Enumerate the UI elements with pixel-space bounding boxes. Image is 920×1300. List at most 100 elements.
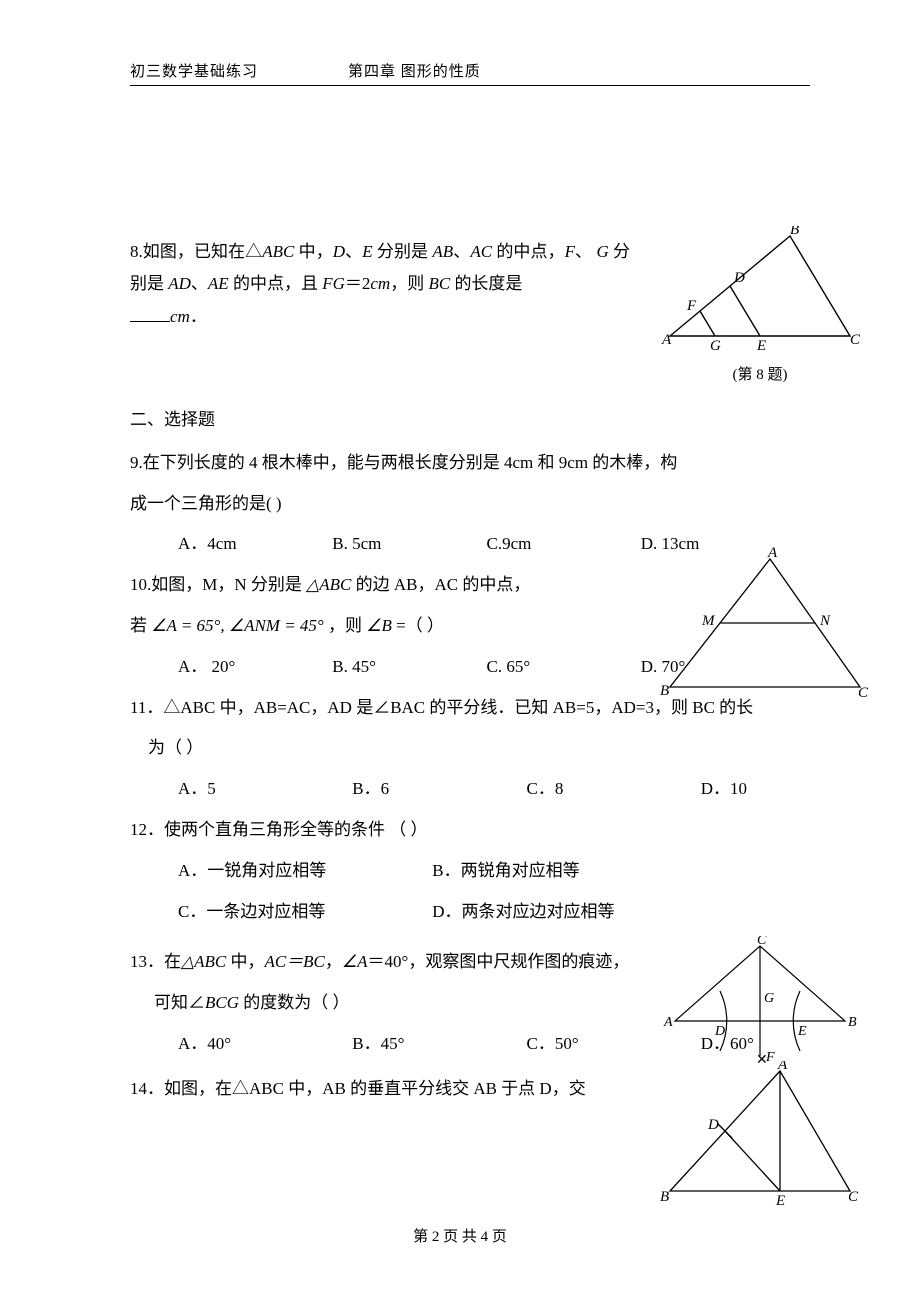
q13-svg: ✕ A B C D E F G [660, 936, 860, 1076]
q14-lblB: B [660, 1189, 669, 1205]
page-body: 8.如图，已知在△ABC 中，D、E 分别是 AB、AC 的中点，F、 G 分别… [130, 236, 810, 1110]
q11-s1: 11．△ABC 中，AB=AC，AD 是∠BAC 的平分线．已知 AB=5，AD… [130, 698, 753, 717]
q10-s2d: ∠B [366, 616, 392, 635]
question-12: 12．使两个直角三角形全等的条件 （ ） A．一锐角对应相等 B．两锐角对应相等… [130, 810, 810, 932]
q13-s2a: 可知∠ [154, 993, 205, 1012]
question-8: 8.如图，已知在△ABC 中，D、E 分别是 AB、AC 的中点，F、 G 分别… [130, 236, 810, 333]
q11-s2: 为（ ） [148, 738, 203, 757]
q8-l2h: ＝2 [345, 274, 371, 293]
q13-s1d: AC＝BC [264, 952, 324, 971]
q8-l1f: E [362, 242, 372, 261]
question-11: 11．△ABC 中，AB=AC，AD 是∠BAC 的平分线．已知 AB=5，AD… [130, 688, 810, 810]
q13-s1a: 13．在 [130, 952, 181, 971]
header-right: 第四章 图形的性质 [348, 60, 481, 81]
q8-l2k: BC [428, 274, 450, 293]
question-10: 10.如图，M，N 分别是 △ABC 的边 AB，AC 的中点， 若 ∠A = … [130, 565, 810, 687]
q8-blank [130, 305, 170, 321]
q8-l1d: D [333, 242, 345, 261]
q8-l2i: cm [370, 274, 390, 293]
q11-options: A．5 B．6 C．8 D．10 [178, 769, 810, 810]
q12-optD: D．两条对应边对应相等 [432, 892, 682, 933]
header-left: 初三数学基础练习 [130, 60, 258, 81]
q13-optB: B．45° [352, 1024, 522, 1065]
page-header: 初三数学基础练习 第四章 图形的性质 [130, 60, 810, 86]
q10-lblN: N [819, 613, 831, 629]
q8-l2d: 、 [191, 274, 208, 293]
q10-s1a: 10.如图，M，N 分别是 [130, 575, 306, 594]
q14-lblC: C [848, 1189, 859, 1205]
q12-optC: C．一条边对应相等 [178, 892, 428, 933]
q10-lblA: A [767, 547, 778, 561]
q8-l1c: 中， [294, 242, 332, 261]
q13-lblE: E [797, 1024, 807, 1039]
q9-optA: A．4cm [178, 524, 328, 565]
q10-s1c: 的边 AB，AC 的中点， [351, 575, 530, 594]
q10-s2c: ，则 [324, 616, 367, 635]
q14-lblE: E [775, 1193, 785, 1209]
q8-lblB: B [790, 226, 799, 238]
section-2-heading: 二、选择题 [130, 403, 810, 437]
q14-lblA: A [777, 1061, 788, 1073]
q12-optB: B．两锐角对应相等 [432, 851, 682, 892]
q13-lblC: C [757, 936, 767, 948]
q13-lblD: D [714, 1024, 725, 1039]
q10-optB: B. 45° [332, 647, 482, 688]
question-13: 13．在△ABC 中，AC＝BC，∠A＝40°，观察图中尺规作图的痕迹， 可知∠… [130, 942, 810, 1064]
q8-l3a: cm [170, 307, 190, 326]
q9-stem: 9.在下列长度的 4 根木棒中，能与两根长度分别是 4cm 和 9cm 的木棒，… [130, 443, 810, 525]
q8-l3b: ． [190, 307, 207, 326]
q8-lblA: A [661, 332, 672, 348]
q11-stem: 11．△ABC 中，AB=AC，AD 是∠BAC 的平分线．已知 AB=5，AD… [130, 688, 810, 770]
q10-s1b: △ABC [306, 575, 351, 594]
q8-l1a: 8.如图，已知在△ [130, 242, 262, 261]
q8-l1g: 分别是 [373, 242, 433, 261]
q8-l1i: 、 [453, 242, 470, 261]
q9-optB: B. 5cm [332, 524, 482, 565]
q8-lblF: F [686, 298, 697, 314]
q8-caption: (第 8 题) [650, 360, 870, 390]
page-footer: 第 2 页 共 4 页 [0, 1225, 920, 1246]
q8-l1j: AC [470, 242, 492, 261]
q9-s1: 9.在下列长度的 4 根木棒中，能与两根长度分别是 4cm 和 9cm 的木棒，… [130, 453, 677, 472]
q8-lblC: C [850, 332, 860, 348]
q13-s1c: 中， [226, 952, 264, 971]
q8-l1b: ABC [262, 242, 294, 261]
q8-svg: A B C D E F G [660, 226, 860, 356]
q8-l2f: 的中点，且 [229, 274, 323, 293]
q8-l2c: AD [168, 274, 191, 293]
q10-s2b: ∠A = 65°, ∠ANM = 45° [151, 616, 323, 635]
q8-l2a: G [596, 242, 608, 261]
q8-l2j: ，则 [390, 274, 428, 293]
q13-s1e: ， [325, 952, 342, 971]
q12-stem: 12．使两个直角三角形全等的条件 （ ） [130, 810, 810, 851]
q8-text: 8.如图，已知在△ABC 中，D、E 分别是 AB、AC 的中点，F、 G 分别… [130, 236, 630, 333]
q8-l1m: 、 [575, 242, 592, 261]
page: 初三数学基础练习 第四章 图形的性质 8.如图，已知在△ABC 中，D、E 分别… [0, 0, 920, 1300]
q13-s2c: 的度数为（ ） [239, 993, 350, 1012]
figure-q14: A B C D E [660, 1061, 880, 1223]
q11-optA: A．5 [178, 769, 348, 810]
q12-options: A．一锐角对应相等 B．两锐角对应相等 C．一条边对应相等 D．两条对应边对应相… [178, 851, 810, 933]
q10-s2e: =（ ） [392, 616, 444, 635]
q8-l1h: AB [432, 242, 453, 261]
q12-optA: A．一锐角对应相等 [178, 851, 428, 892]
q13-s1g: ＝40°，观察图中尺规作图的痕迹， [368, 952, 630, 971]
q8-l1k: 的中点， [492, 242, 565, 261]
q9-optC: C.9cm [487, 524, 637, 565]
q14-svg: A B C D E [660, 1061, 860, 1211]
q8-l1l: F [565, 242, 575, 261]
q11-optC: C．8 [527, 769, 697, 810]
q8-lblE: E [756, 338, 766, 354]
q14-lblD: D [707, 1117, 719, 1133]
q8-l2g: FG [322, 274, 345, 293]
q10-svg: A B C M N [660, 547, 870, 707]
q10-optC: C. 65° [487, 647, 637, 688]
q13-optA: A．40° [178, 1024, 348, 1065]
q13-lblG: G [764, 991, 774, 1006]
q8-l2e: AE [208, 274, 229, 293]
q13-s1b: △ABC [181, 952, 226, 971]
q13-lblA: A [663, 1015, 673, 1030]
q10-s2a: 若 [130, 616, 151, 635]
q10-optA: A． 20° [178, 647, 328, 688]
question-14: 14．如图，在△ABC 中，AB 的垂直平分线交 AB 于点 D，交 A B [130, 1069, 810, 1110]
